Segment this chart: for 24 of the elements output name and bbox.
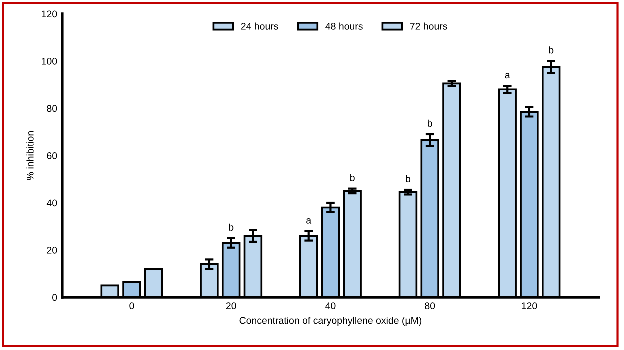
y-axis-title: % inhibition <box>26 132 34 180</box>
y-tick-label: 100 <box>42 58 58 65</box>
data-label: b <box>549 46 554 54</box>
data-label: a <box>505 73 510 79</box>
y-tick-label: 0 <box>52 294 58 302</box>
x-axis-title: Concentration of caryophyllene oxide (µM) <box>240 316 422 326</box>
x-tick-label: 0 <box>130 302 134 310</box>
y-tick-label: 20 <box>47 246 58 254</box>
legend-label: 48 hours <box>326 22 363 30</box>
data-label: b <box>428 120 432 128</box>
x-tick-label: 80 <box>425 302 436 310</box>
y-tick-label: 40 <box>46 200 58 207</box>
legend-label: 72 hours <box>410 22 448 30</box>
y-tick-label: 80 <box>47 105 58 112</box>
legend-label: 24 hours <box>241 22 278 30</box>
y-tick-label: 60 <box>47 152 58 160</box>
data-label: b <box>229 224 234 231</box>
data-label: b <box>350 174 355 182</box>
data-label: a <box>306 218 312 224</box>
y-tick-label: 120 <box>42 10 58 18</box>
x-tick-label: 20 <box>226 302 236 310</box>
x-tick-label: 120 <box>522 302 538 310</box>
data-label: b <box>406 175 411 183</box>
x-tick-label: 40 <box>326 302 336 310</box>
